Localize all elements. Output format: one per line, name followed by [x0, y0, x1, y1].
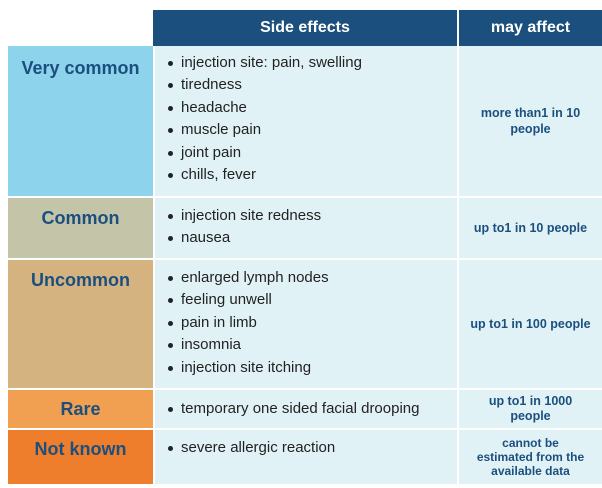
frequency-cell: up to1 in 1000 people — [459, 390, 602, 428]
table-row: Common injection site redness nausea up … — [8, 198, 602, 258]
effects-cell: injection site redness nausea — [153, 198, 457, 258]
list-item: joint pain — [167, 142, 447, 164]
category-cell: Uncommon — [8, 260, 153, 388]
table-row: Very common injection site: pain, swelli… — [8, 46, 602, 196]
list-item: nausea — [167, 227, 447, 249]
table-header: Side effects may affect — [153, 10, 602, 46]
list-item: tiredness — [167, 74, 447, 96]
list-item: insomnia — [167, 334, 447, 356]
category-cell: Not known — [8, 430, 153, 484]
list-item: pain in limb — [167, 312, 447, 334]
effects-cell: temporary one sided facial drooping — [153, 390, 457, 428]
frequency-cell: more than1 in 10 people — [459, 46, 602, 196]
effects-cell: severe allergic reaction — [153, 430, 457, 484]
frequency-cell: up to1 in 100 people — [459, 260, 602, 388]
list-item: feeling unwell — [167, 289, 447, 311]
list-item: muscle pain — [167, 119, 447, 141]
list-item: temporary one sided facial drooping — [167, 398, 447, 420]
category-cell: Common — [8, 198, 153, 258]
list-item: severe allergic reaction — [167, 437, 447, 459]
effects-cell: injection site: pain, swelling tiredness… — [153, 46, 457, 196]
list-item: enlarged lymph nodes — [167, 267, 447, 289]
category-cell: Very common — [8, 46, 153, 196]
list-item: injection site itching — [167, 357, 447, 379]
header-side-effects: Side effects — [153, 10, 457, 46]
table-row: Not known severe allergic reaction canno… — [8, 430, 602, 484]
list-item: injection site: pain, swelling — [167, 52, 447, 74]
table-row: Rare temporary one sided facial drooping… — [8, 390, 602, 428]
list-item: injection site redness — [167, 205, 447, 227]
effects-cell: enlarged lymph nodes feeling unwell pain… — [153, 260, 457, 388]
frequency-cell: up to1 in 10 people — [459, 198, 602, 258]
category-cell: Rare — [8, 390, 153, 428]
header-may-affect: may affect — [459, 10, 602, 46]
frequency-cell: cannot be estimated from the available d… — [459, 430, 602, 484]
table-row: Uncommon enlarged lymph nodes feeling un… — [8, 260, 602, 388]
list-item: headache — [167, 97, 447, 119]
list-item: chills, fever — [167, 164, 447, 186]
